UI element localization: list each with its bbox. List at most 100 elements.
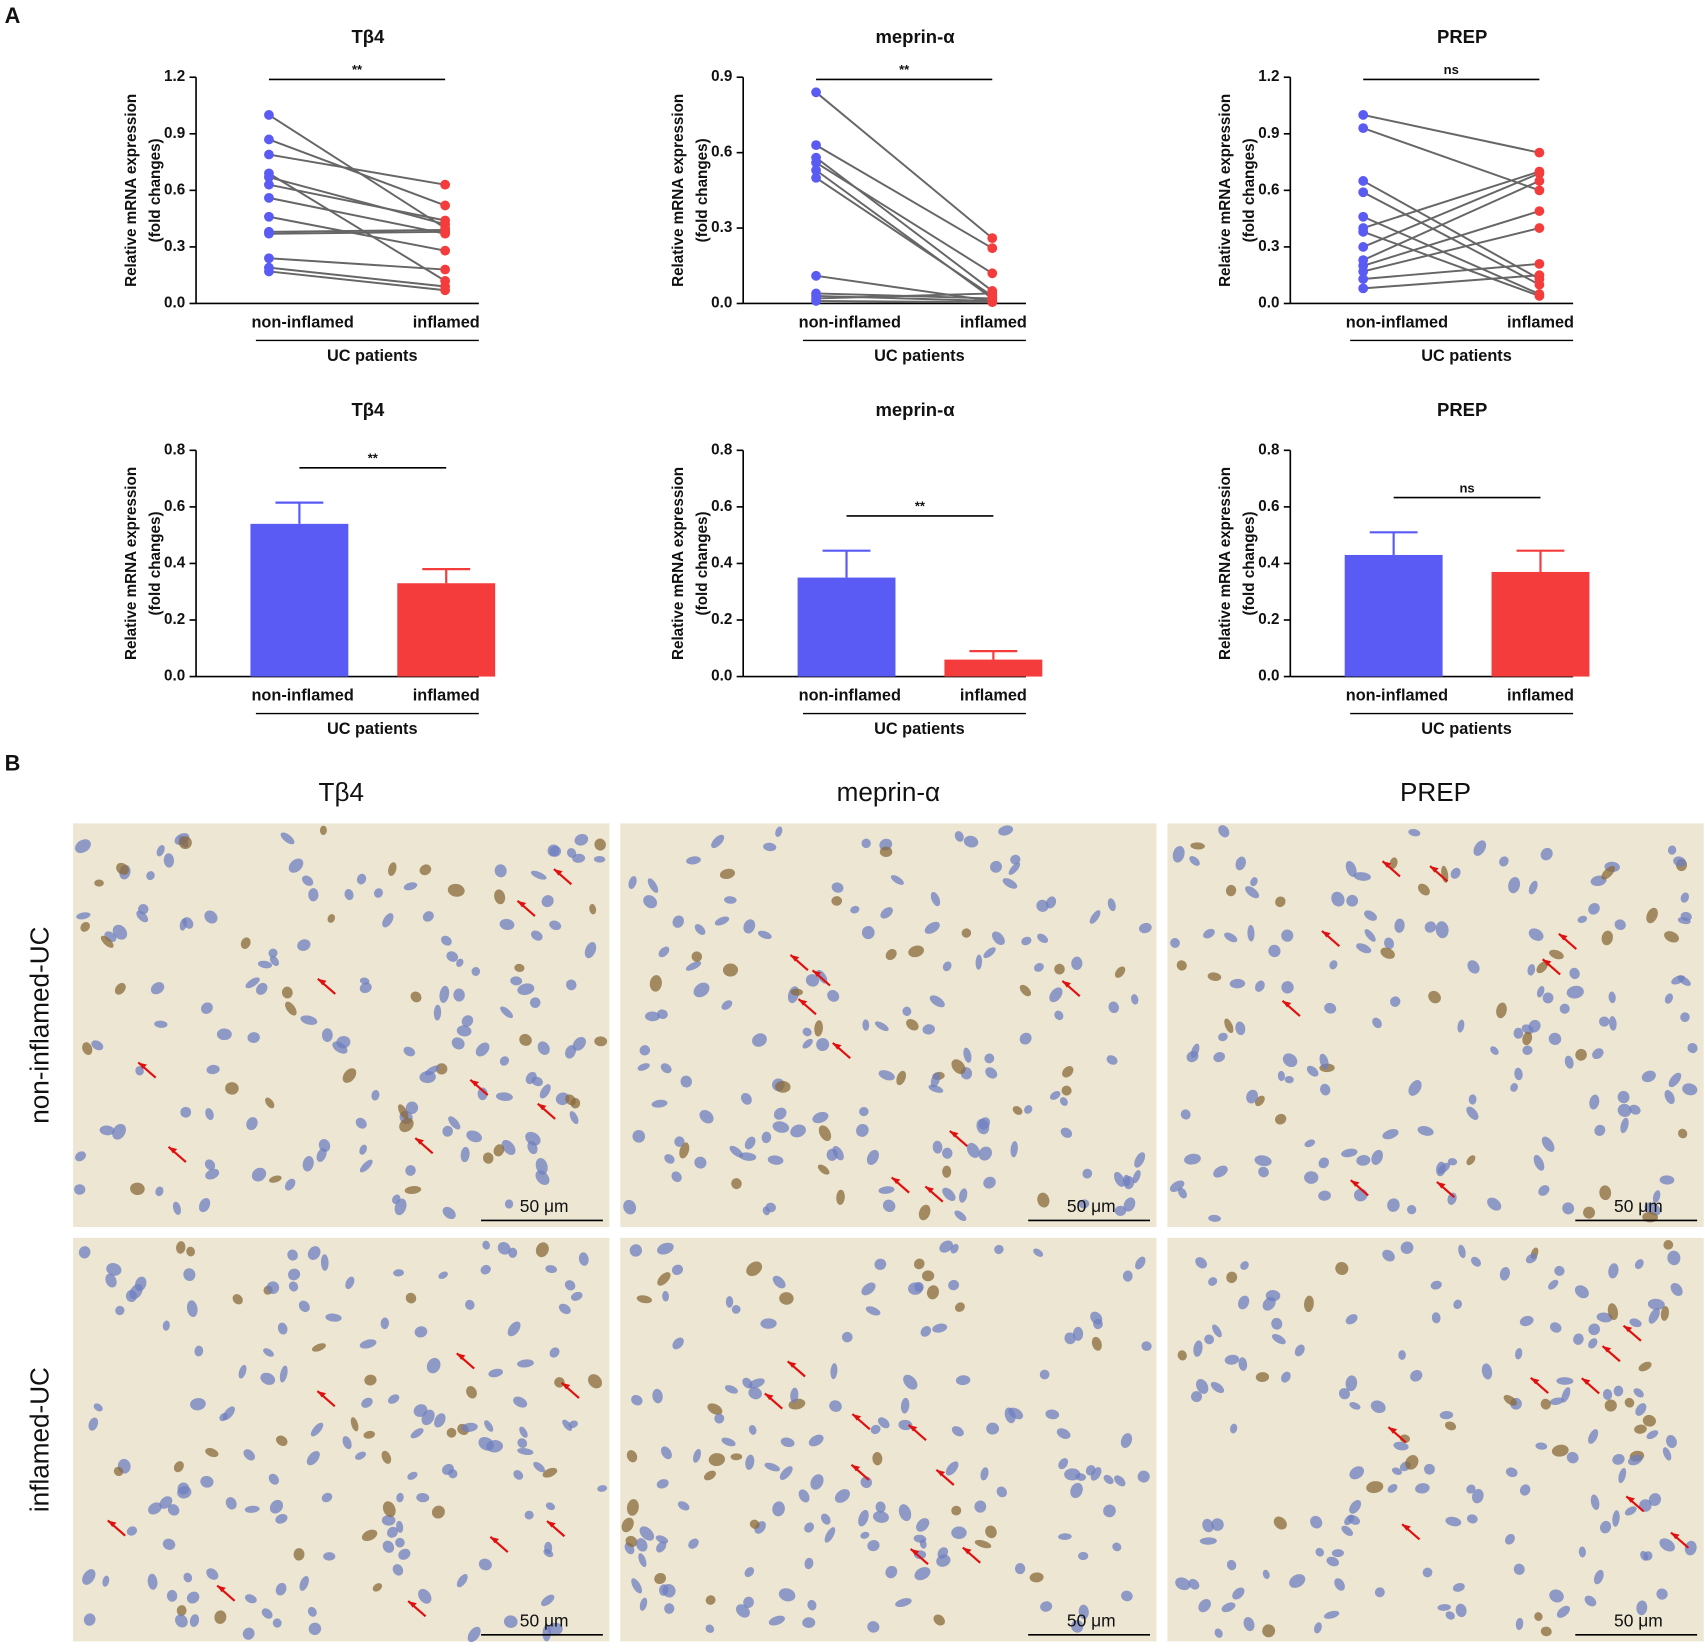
cell-nucleus: [302, 875, 314, 886]
cell-nucleus: [535, 1157, 548, 1175]
cell-nucleus: [82, 1569, 96, 1585]
cell-nucleus: [1525, 1253, 1538, 1264]
cell-nucleus: [285, 1001, 297, 1016]
cell-nucleus: [693, 982, 710, 998]
cell-nucleus: [908, 945, 925, 958]
chart-title: PREP: [1437, 26, 1487, 47]
cell-nucleus: [1444, 1421, 1457, 1431]
cell-nucleus: [798, 1489, 810, 1503]
cell-nucleus: [832, 1146, 844, 1161]
y-tick-label: 0.6: [1258, 181, 1279, 198]
cell-nucleus: [1247, 924, 1255, 942]
cell-nucleus: [1218, 1032, 1228, 1042]
cell-nucleus: [1112, 1542, 1122, 1552]
chart-title: Tβ4: [351, 399, 385, 420]
cell-nucleus: [1334, 1578, 1345, 1591]
cell-nucleus: [1238, 1357, 1248, 1371]
y-tick-label: 0.4: [1258, 554, 1280, 571]
cell-nucleus: [1646, 907, 1658, 924]
cell-nucleus: [861, 838, 871, 849]
cell-nucleus: [1607, 1303, 1619, 1321]
cell-nucleus: [260, 1372, 276, 1385]
x-tick-label: inflamed: [960, 686, 1027, 704]
y-tick-label: 0.0: [1258, 294, 1279, 311]
cell-nucleus: [1550, 1322, 1562, 1333]
cell-nucleus: [306, 1450, 320, 1466]
x-tick-label: inflamed: [413, 313, 480, 331]
data-point: [987, 268, 998, 279]
cell-nucleus: [631, 1578, 643, 1594]
cell-nucleus: [247, 1032, 260, 1043]
cell-nucleus: [1473, 840, 1487, 856]
cell-nucleus: [932, 1140, 943, 1154]
cell-nucleus: [466, 1386, 477, 1399]
cell-nucleus: [1588, 902, 1600, 915]
cell-nucleus: [1660, 1306, 1670, 1321]
cell-nucleus: [461, 1422, 478, 1432]
cell-nucleus: [1574, 1285, 1589, 1299]
arrow-head: [949, 1130, 959, 1138]
cell-nucleus: [361, 1529, 378, 1542]
cell-nucleus: [1329, 960, 1338, 970]
cell-nucleus: [1230, 1423, 1238, 1434]
cell-nucleus: [1393, 1441, 1409, 1451]
bar: [944, 659, 1043, 677]
cell-nucleus: [1121, 1590, 1133, 1602]
pair-line: [268, 257, 446, 271]
arrow-head: [936, 1469, 946, 1477]
cell-nucleus: [201, 1002, 213, 1014]
cell-nucleus: [1106, 1055, 1118, 1065]
cell-nucleus: [694, 924, 706, 935]
cell-nucleus: [856, 1123, 869, 1137]
chart-title: meprin-α: [875, 26, 955, 47]
cell-nucleus: [639, 1597, 648, 1611]
cell-nucleus: [1243, 1617, 1255, 1632]
cell-nucleus: [416, 1492, 430, 1503]
cell-nucleus: [731, 1305, 741, 1314]
cell-nucleus: [268, 948, 278, 958]
cell-nucleus: [1304, 1171, 1319, 1184]
cell-nucleus: [1062, 1065, 1074, 1078]
cell-nucleus: [1176, 960, 1187, 971]
cell-nucleus: [422, 911, 434, 922]
cell-nucleus: [942, 1147, 953, 1159]
cell-nucleus: [467, 1626, 481, 1643]
cell-nucleus: [721, 1000, 733, 1010]
cell-nucleus: [674, 1136, 685, 1147]
cell-nucleus: [439, 985, 450, 1003]
cell-nucleus: [493, 1144, 505, 1157]
cell-nucleus: [1435, 921, 1449, 939]
cell-nucleus: [1466, 1484, 1476, 1494]
cell-nucleus: [578, 1252, 589, 1266]
y-axis-label: Relative mRNA expression: [670, 467, 687, 660]
cell-nucleus: [1405, 1455, 1419, 1470]
cell-nucleus: [1082, 1168, 1093, 1179]
cell-nucleus: [920, 1326, 932, 1337]
cell-nucleus: [865, 1306, 881, 1316]
cell-nucleus: [113, 1466, 124, 1477]
cell-nucleus: [1528, 928, 1544, 941]
cell-nucleus: [644, 1011, 660, 1022]
cell-nucleus: [680, 1075, 692, 1088]
cell-nucleus: [531, 1076, 543, 1087]
cell-nucleus: [1671, 975, 1685, 985]
x-axis-label: UC patients: [874, 347, 965, 365]
cell-nucleus: [288, 858, 304, 873]
cell-nucleus: [1356, 1155, 1371, 1166]
data-point: [1358, 110, 1369, 120]
cell-nucleus: [1364, 910, 1377, 921]
cell-nucleus: [1208, 1277, 1218, 1286]
data-point: [264, 211, 274, 222]
micrograph: 50 μm: [73, 823, 610, 1227]
cell-nucleus: [1054, 1010, 1064, 1021]
bar: [1491, 571, 1590, 677]
cell-nucleus: [930, 1072, 941, 1088]
cell-nucleus: [932, 1323, 948, 1333]
data-point: [1358, 283, 1369, 294]
cell-nucleus: [1499, 856, 1509, 867]
arrow-head: [217, 1585, 226, 1593]
cell-nucleus: [359, 982, 372, 994]
cell-nucleus: [951, 1526, 967, 1539]
arrow-head: [1602, 1346, 1612, 1353]
cell-nucleus: [1304, 1139, 1316, 1148]
